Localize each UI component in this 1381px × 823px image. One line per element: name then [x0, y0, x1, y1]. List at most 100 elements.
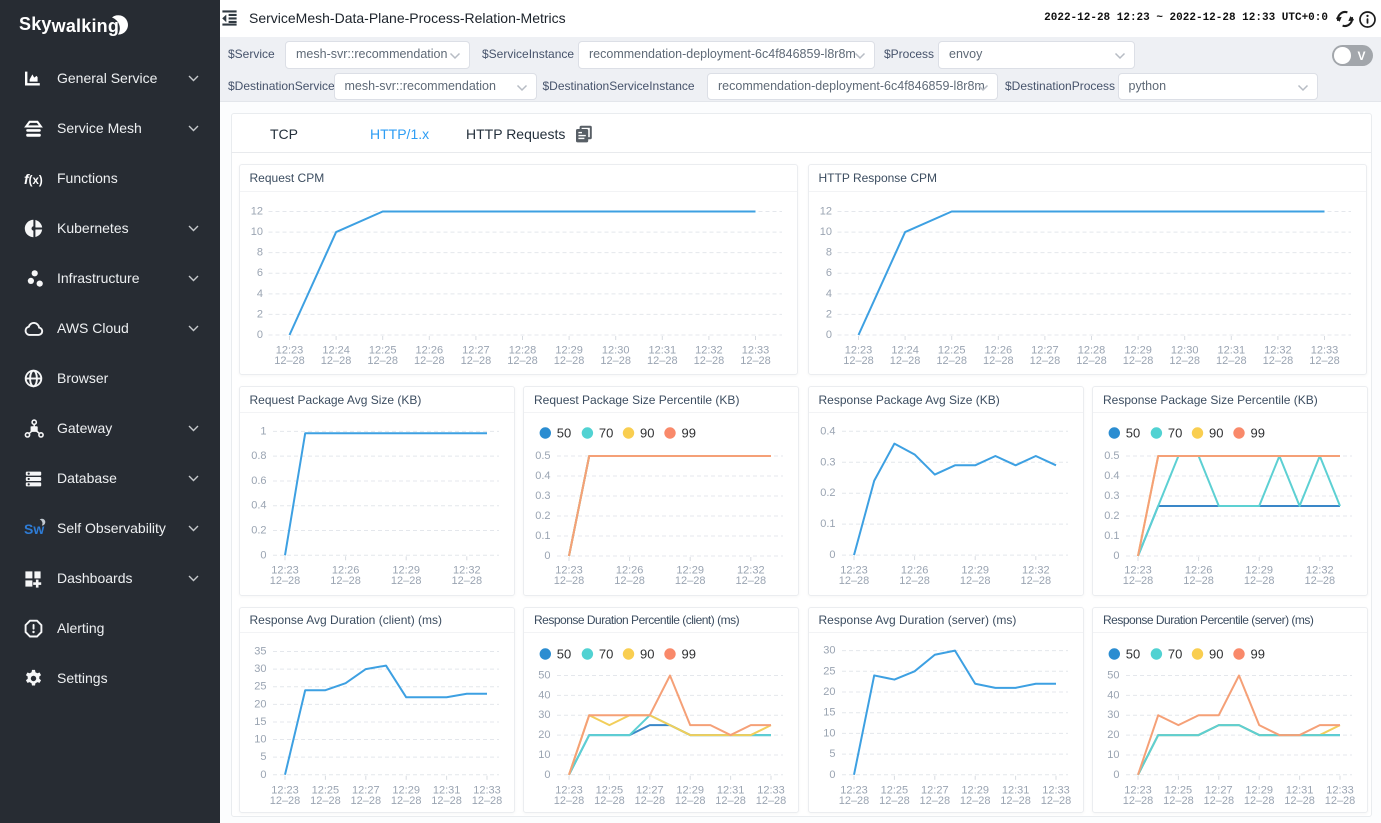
- svg-text:12–28: 12–28: [838, 575, 869, 587]
- svg-text:12–28: 12–28: [431, 795, 462, 807]
- svg-text:12:33: 12:33: [1310, 345, 1338, 357]
- svg-text:12:23: 12:23: [840, 785, 868, 797]
- svg-text:12:32: 12:32: [1022, 565, 1050, 577]
- svg-text:12:27: 12:27: [921, 785, 949, 797]
- svg-text:12–28: 12–28: [838, 795, 869, 807]
- svg-text:12:25: 12:25: [880, 785, 908, 797]
- svg-text:0: 0: [260, 549, 266, 561]
- svg-text:0: 0: [829, 769, 835, 781]
- svg-text:10: 10: [254, 734, 266, 746]
- svg-text:12:25: 12:25: [596, 785, 624, 797]
- svg-text:12–28: 12–28: [756, 795, 787, 807]
- svg-text:0: 0: [260, 769, 266, 781]
- svg-text:12–28: 12–28: [554, 575, 585, 587]
- svg-text:0: 0: [544, 550, 550, 562]
- svg-text:12:31: 12:31: [717, 785, 745, 797]
- svg-text:8: 8: [825, 247, 831, 259]
- svg-text:30: 30: [823, 645, 835, 657]
- svg-text:70: 70: [599, 647, 613, 662]
- svg-text:12–28: 12–28: [899, 575, 930, 587]
- svg-text:12–28: 12–28: [1029, 355, 1060, 367]
- svg-text:12:29: 12:29: [1124, 345, 1152, 357]
- svg-text:10: 10: [250, 226, 262, 238]
- svg-text:12:26: 12:26: [900, 565, 928, 577]
- svg-text:12:33: 12:33: [1326, 785, 1354, 797]
- svg-text:50: 50: [538, 670, 550, 682]
- svg-text:12:25: 12:25: [368, 345, 396, 357]
- svg-text:12–28: 12–28: [647, 355, 678, 367]
- svg-text:90: 90: [1209, 426, 1223, 441]
- svg-text:12–28: 12–28: [936, 355, 967, 367]
- svg-text:12:29: 12:29: [1245, 565, 1273, 577]
- svg-text:12–28: 12–28: [843, 355, 874, 367]
- svg-text:25: 25: [254, 681, 266, 693]
- svg-text:0.2: 0.2: [1104, 510, 1119, 522]
- svg-text:0.4: 0.4: [535, 470, 550, 482]
- svg-text:6: 6: [256, 267, 262, 279]
- svg-text:12–28: 12–28: [554, 795, 585, 807]
- svg-text:12–28: 12–28: [1122, 355, 1153, 367]
- svg-text:10: 10: [538, 749, 550, 761]
- svg-text:12:26: 12:26: [331, 565, 359, 577]
- svg-text:12:32: 12:32: [695, 345, 723, 357]
- svg-text:12:29: 12:29: [961, 565, 989, 577]
- svg-text:12:25: 12:25: [311, 785, 339, 797]
- svg-text:12:29: 12:29: [676, 565, 704, 577]
- svg-text:12:31: 12:31: [432, 785, 460, 797]
- svg-text:12:23: 12:23: [275, 345, 303, 357]
- svg-text:12:32: 12:32: [1306, 565, 1334, 577]
- svg-text:99: 99: [1251, 426, 1265, 441]
- svg-text:12–28: 12–28: [330, 575, 361, 587]
- svg-text:99: 99: [682, 426, 696, 441]
- svg-text:12–28: 12–28: [635, 795, 666, 807]
- svg-text:40: 40: [538, 689, 550, 701]
- svg-text:12:26: 12:26: [984, 345, 1012, 357]
- svg-text:15: 15: [823, 707, 835, 719]
- svg-text:0.3: 0.3: [820, 456, 835, 468]
- svg-text:12–28: 12–28: [1169, 355, 1200, 367]
- svg-text:50: 50: [1107, 670, 1119, 682]
- svg-text:10: 10: [1107, 749, 1119, 761]
- svg-text:70: 70: [1168, 647, 1182, 662]
- svg-text:0: 0: [1113, 769, 1119, 781]
- svg-text:12:30: 12:30: [1170, 345, 1198, 357]
- svg-text:12–28: 12–28: [390, 795, 421, 807]
- svg-text:12–28: 12–28: [451, 575, 482, 587]
- svg-text:12:33: 12:33: [741, 345, 769, 357]
- svg-text:50: 50: [1126, 426, 1140, 441]
- svg-text:15: 15: [254, 716, 266, 728]
- svg-text:12–28: 12–28: [507, 355, 538, 367]
- svg-text:12–28: 12–28: [1216, 355, 1247, 367]
- svg-text:50: 50: [557, 426, 571, 441]
- svg-text:12:28: 12:28: [1077, 345, 1105, 357]
- svg-text:12–28: 12–28: [1262, 355, 1293, 367]
- svg-text:12–28: 12–28: [693, 355, 724, 367]
- svg-text:12:30: 12:30: [601, 345, 629, 357]
- svg-text:70: 70: [1168, 426, 1182, 441]
- svg-text:0.5: 0.5: [535, 450, 550, 462]
- svg-text:0.2: 0.2: [820, 487, 835, 499]
- svg-text:2: 2: [825, 308, 831, 320]
- svg-text:12:32: 12:32: [737, 565, 765, 577]
- svg-text:12–28: 12–28: [889, 355, 920, 367]
- svg-text:10: 10: [819, 226, 831, 238]
- svg-text:12:23: 12:23: [1124, 565, 1152, 577]
- svg-text:12–28: 12–28: [460, 355, 491, 367]
- svg-text:30: 30: [254, 663, 266, 675]
- svg-text:12–28: 12–28: [1204, 795, 1235, 807]
- svg-text:12:23: 12:23: [271, 565, 299, 577]
- svg-text:12–28: 12–28: [879, 795, 910, 807]
- svg-text:12–28: 12–28: [675, 795, 706, 807]
- svg-text:12–28: 12–28: [1000, 795, 1031, 807]
- svg-text:12–28: 12–28: [1123, 795, 1154, 807]
- svg-text:12–28: 12–28: [1284, 795, 1315, 807]
- svg-text:12–28: 12–28: [1305, 575, 1336, 587]
- svg-text:30: 30: [538, 709, 550, 721]
- svg-text:0.4: 0.4: [1104, 470, 1119, 482]
- svg-text:12:29: 12:29: [392, 565, 420, 577]
- svg-text:0.2: 0.2: [251, 525, 266, 537]
- svg-text:12:23: 12:23: [844, 345, 872, 357]
- svg-text:12–28: 12–28: [553, 355, 584, 367]
- svg-text:12–28: 12–28: [1309, 355, 1340, 367]
- svg-text:12:32: 12:32: [453, 565, 481, 577]
